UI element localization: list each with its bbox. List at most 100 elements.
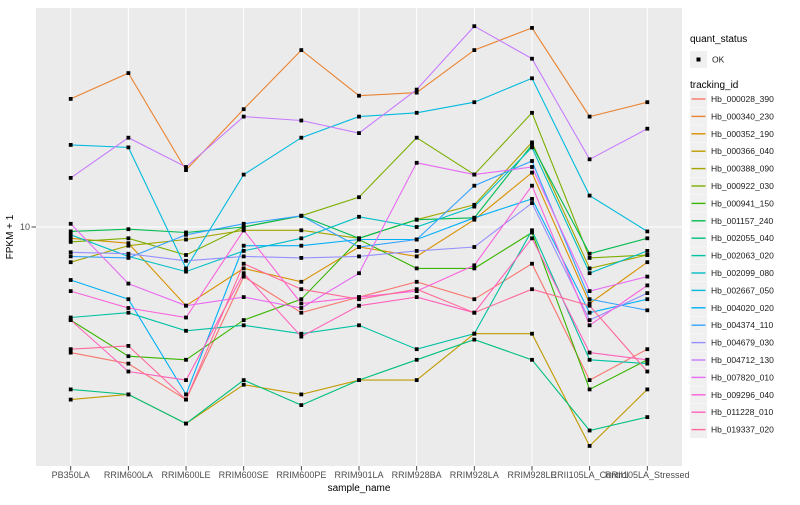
point-Hb_000366_040-RRIM928BA — [414, 378, 419, 382]
point-Hb_000028_390-PB350LA — [68, 350, 73, 355]
x-tick-label-RRIM600LA: RRIM600LA — [104, 470, 153, 480]
legend-item-Hb_004712_130: Hb_004712_130 — [690, 351, 774, 369]
point-Hb_002667_050-RRIM600PE — [299, 135, 304, 140]
point-Hb_000941_150-RRIM600SE — [241, 318, 246, 322]
point-Hb_002055_040-RRIM600LE — [184, 421, 188, 426]
point-Hb_000028_390-RRIM600PE — [299, 310, 304, 315]
point-Hb_019337_020-RRIM600LE — [184, 397, 188, 402]
legend-tracking-id-items: Hb_000028_390 Hb_000340_230 Hb_000352_190 H… — [690, 90, 774, 439]
point-Hb_004374_110-RRIM928BA — [414, 237, 419, 242]
point-Hb_004374_110-RRIM928LE — [530, 159, 534, 163]
point-Hb_007820_010-RRIM600PE — [299, 306, 304, 310]
point-Hb_002063_020-RRIM600SE — [241, 323, 246, 328]
point-Hb_000922_030-RRIM600LE — [184, 253, 188, 257]
point-Hb_011228_010-RRIM901LA — [357, 303, 361, 308]
legend-item-Hb_000922_030: Hb_000922_030 — [690, 177, 774, 195]
point-Hb_011228_010-RRIM600LA — [126, 369, 131, 374]
point-Hb_000941_150-RRIM600LA — [126, 354, 131, 359]
point-Hb_004712_130-RRIM901LA — [357, 131, 361, 135]
point-Hb_000352_190-RRIM600PE — [299, 279, 304, 284]
point-Hb_004374_110-RRIM600LE — [184, 232, 188, 237]
point-Hb_011228_010-RRIM600SE — [241, 271, 246, 276]
point-Hb_002063_020-PB350LA — [68, 315, 73, 320]
point-Hb_019337_020-RRII105LA_Control — [587, 303, 592, 308]
point-Hb_004712_130-RRIM928LA — [472, 24, 477, 29]
point-Hb_002063_020-RRIM600LE — [184, 328, 188, 333]
point-Hb_000340_230-RRII105LA_Stressed — [645, 100, 650, 105]
point-Hb_000340_230-RRIM928LA — [472, 48, 477, 52]
point-Hb_004020_020-RRIM600PE — [299, 243, 304, 248]
legend-item-Hb_000028_390: Hb_000028_390 — [690, 90, 774, 108]
point-Hb_000028_390-RRIM928LA — [472, 297, 477, 302]
point-Hb_019337_020-RRII105LA_Stressed — [645, 369, 650, 374]
legend-title-quant-status: quant_status — [690, 34, 747, 45]
point-Hb_000352_190-RRII105LA_Stressed — [645, 260, 650, 265]
point-Hb_004679_030-RRIM928LE — [530, 201, 534, 205]
point-Hb_011228_010-RRIM600LE — [184, 378, 188, 382]
point-Hb_000388_090-PB350LA — [68, 260, 73, 265]
legend-item-Hb_002099_080: Hb_002099_080 — [690, 264, 774, 282]
point-Hb_002055_040-RRIM600LA — [126, 392, 131, 397]
point-Hb_011228_010-RRII105LA_Stressed — [645, 357, 650, 362]
point-Hb_000366_040-PB350LA — [68, 397, 73, 402]
point-Hb_019337_020-RRIM600SE — [241, 261, 246, 266]
quant-status-ok-point-icon — [696, 57, 701, 62]
legend-label-ok: OK — [712, 55, 725, 65]
point-Hb_004020_020-RRIM600SE — [241, 243, 246, 248]
legend-item-Hb_001157_240: Hb_001157_240 — [690, 212, 774, 230]
legend-label-Hb_000366_040: Hb_000366_040 — [711, 146, 774, 156]
point-Hb_002063_020-RRIM901LA — [357, 323, 361, 328]
legend-item-Hb_004020_020: Hb_004020_020 — [690, 299, 774, 317]
point-Hb_009296_040-RRIM928LA — [472, 263, 477, 268]
point-Hb_004374_110-RRII105LA_Stressed — [645, 308, 650, 313]
point-Hb_004679_030-RRIM600SE — [241, 254, 246, 259]
point-Hb_002055_040-RRIM928BA — [414, 357, 419, 362]
point-Hb_002063_020-RRII105LA_Stressed — [645, 361, 650, 366]
point-Hb_002667_050-RRIM928LA — [472, 100, 477, 105]
point-Hb_004712_130-RRII105LA_Control — [587, 157, 592, 162]
x-tick-label-RRIM600PE: RRIM600PE — [276, 470, 326, 480]
point-Hb_002055_040-RRIM600SE — [241, 378, 246, 382]
legend-label-Hb_007820_010: Hb_007820_010 — [711, 372, 774, 382]
legend-label-Hb_000340_230: Hb_000340_230 — [711, 111, 774, 121]
legend-label-Hb_000922_030: Hb_000922_030 — [711, 181, 774, 191]
legend-label-Hb_004679_030: Hb_004679_030 — [711, 338, 774, 348]
x-tick-labels: PB350LA RRIM600LA RRIM600LE RRIM600SE RRIM60… — [52, 470, 690, 480]
point-Hb_007820_010-PB350LA — [68, 221, 73, 226]
legend-item-Hb_000340_230: Hb_000340_230 — [690, 107, 774, 125]
point-Hb_002099_080-RRIM928LE — [530, 145, 534, 150]
point-Hb_000388_090-RRIM600LE — [184, 237, 188, 242]
point-Hb_007820_010-RRIM928BA — [414, 160, 419, 165]
point-Hb_000941_150-RRIM928LE — [530, 230, 534, 235]
point-Hb_002099_080-RRIM600PE — [299, 236, 304, 241]
point-Hb_004374_110-RRII105LA_Control — [587, 297, 592, 302]
legend-item-Hb_000352_190: Hb_000352_190 — [690, 125, 774, 143]
point-Hb_004712_130-RRIM928LE — [530, 56, 534, 61]
point-Hb_000366_040-RRIM928LE — [530, 331, 534, 336]
point-Hb_002667_050-PB350LA — [68, 143, 73, 147]
point-Hb_002667_050-RRIM928BA — [414, 110, 419, 115]
point-Hb_000366_040-RRIM600PE — [299, 392, 304, 397]
point-Hb_019337_020-PB350LA — [68, 347, 73, 352]
point-Hb_009296_040-PB350LA — [68, 289, 73, 293]
point-Hb_002667_050-RRIM600SE — [241, 172, 246, 177]
point-Hb_001157_240-RRIM928BA — [414, 217, 419, 222]
legend-label-Hb_000352_190: Hb_000352_190 — [711, 129, 774, 139]
point-Hb_001157_240-RRII105LA_Control — [587, 251, 592, 256]
point-Hb_004712_130-RRII105LA_Stressed — [645, 126, 650, 131]
point-Hb_004374_110-RRIM901LA — [357, 245, 361, 249]
point-Hb_004020_020-RRII105LA_Stressed — [645, 297, 650, 302]
point-Hb_000028_390-RRII105LA_Stressed — [645, 347, 650, 352]
point-Hb_002099_080-RRIM600LE — [184, 269, 188, 274]
point-Hb_009296_040-RRIM928BA — [414, 289, 419, 293]
legend-item-Hb_004679_030: Hb_004679_030 — [690, 334, 774, 352]
point-Hb_002055_040-RRIM901LA — [357, 378, 361, 382]
point-Hb_009296_040-RRIM600LA — [126, 306, 131, 310]
point-Hb_000366_040-RRII105LA_Stressed — [645, 387, 650, 392]
point-Hb_002055_040-RRII105LA_Stressed — [645, 415, 650, 419]
x-tick-label-RRIM928BA: RRIM928BA — [392, 470, 442, 480]
x-tick-label-RRIM901LA: RRIM901LA — [334, 470, 383, 480]
point-Hb_001157_240-RRIM600SE — [241, 225, 246, 229]
